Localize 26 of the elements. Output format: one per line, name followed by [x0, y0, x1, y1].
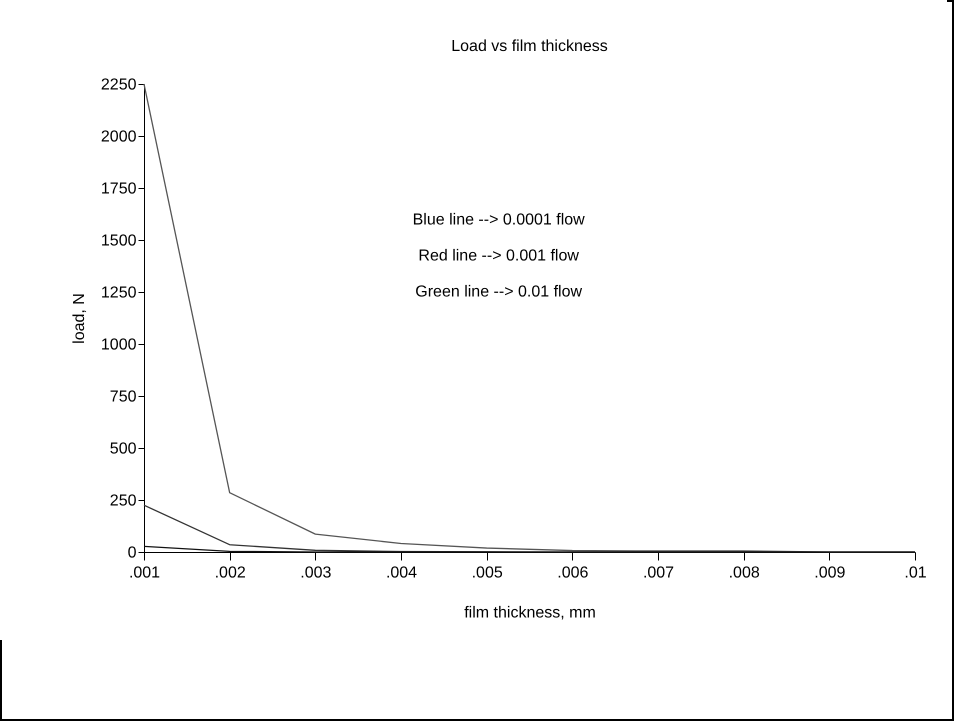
annotation: Blue line --> 0.0001 flow — [412, 212, 586, 229]
y-tick-label: 2250 — [100, 76, 137, 94]
x-tick-label: .006 — [557, 564, 589, 582]
x-tick-label: .003 — [300, 564, 332, 582]
y-tick-label: 0 — [128, 544, 137, 562]
chart-title: Load vs film thickness — [451, 38, 608, 55]
x-axis-title: film thickness, mm — [464, 604, 596, 622]
y-tick-label: 1000 — [100, 336, 137, 354]
x-tick-label: .008 — [728, 564, 760, 582]
y-tick-label: 500 — [110, 440, 137, 458]
x-tick-label: .004 — [386, 564, 418, 582]
x-tick-label: .001 — [128, 564, 160, 582]
y-tick-label: 1500 — [100, 232, 137, 250]
y-tick-label: 2000 — [100, 128, 137, 146]
x-tick-label: .007 — [642, 564, 674, 582]
x-tick-label: .009 — [814, 564, 846, 582]
annotation: Red line --> 0.001 flow — [418, 248, 580, 265]
x-tick-label: .002 — [214, 564, 246, 582]
y-tick-label: 1250 — [100, 284, 137, 302]
y-tick-label: 750 — [110, 388, 137, 406]
annotation: Green line --> 0.01 flow — [415, 284, 582, 301]
y-tick-label: 250 — [110, 492, 137, 510]
y-axis-title: load, N — [70, 293, 88, 344]
x-tick-label: .01 — [904, 564, 927, 582]
y-tick-label: 1750 — [100, 180, 137, 198]
x-tick-label: .005 — [472, 564, 503, 582]
